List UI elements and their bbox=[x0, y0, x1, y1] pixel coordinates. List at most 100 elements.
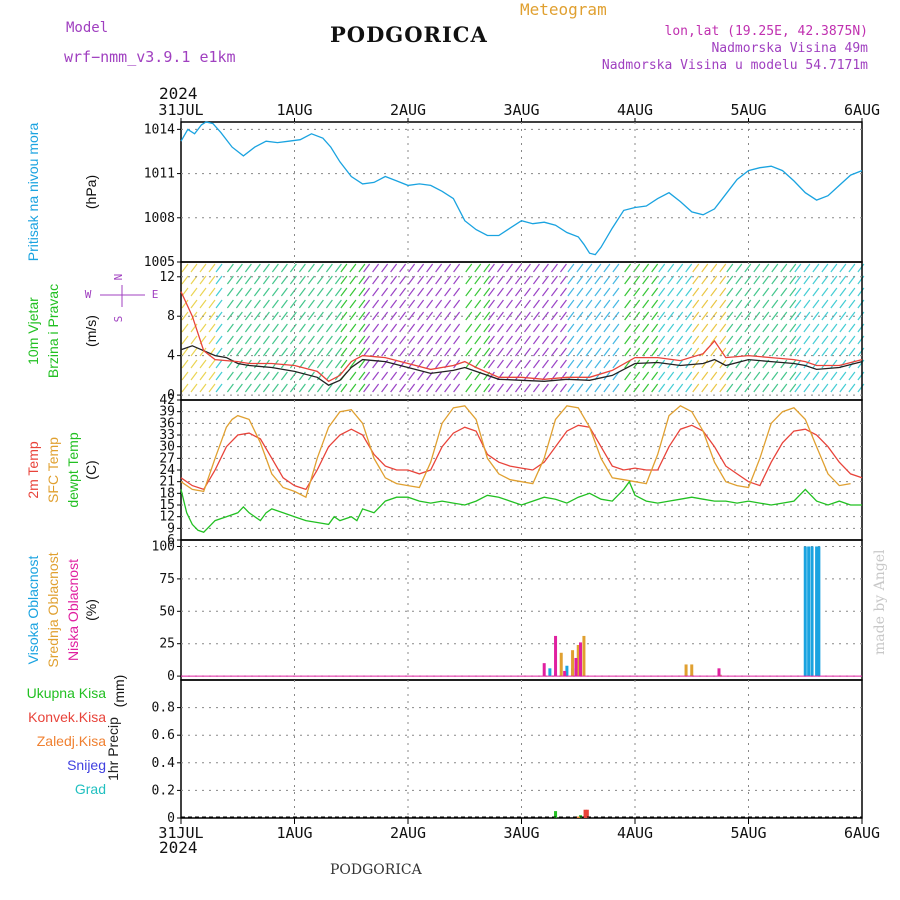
wind-arrow bbox=[550, 311, 558, 321]
wind-arrow bbox=[426, 287, 434, 297]
wind-arrow bbox=[316, 287, 324, 297]
wind-arrow bbox=[307, 287, 315, 297]
wind-arrow bbox=[483, 335, 491, 345]
wind-arrow bbox=[812, 371, 820, 381]
wind-arrow bbox=[762, 323, 770, 333]
wind-arrow bbox=[399, 299, 407, 309]
y-axis-label: 10m Vjetar bbox=[25, 297, 41, 365]
wind-arrow bbox=[340, 359, 348, 369]
wind-arrow bbox=[830, 299, 838, 309]
wind-arrow bbox=[262, 335, 270, 345]
wind-arrow bbox=[235, 335, 243, 345]
wind-arrow bbox=[780, 287, 788, 297]
wind-arrow bbox=[390, 311, 398, 321]
wind-arrow bbox=[271, 323, 279, 333]
wind-arrow bbox=[559, 299, 567, 309]
wind-arrow bbox=[349, 359, 357, 369]
wind-arrow bbox=[381, 287, 389, 297]
wind-arrow bbox=[794, 275, 802, 285]
wind-arrow bbox=[559, 347, 567, 357]
wind-arrow bbox=[435, 335, 443, 345]
wind-arrow bbox=[541, 275, 549, 285]
wind-arrow bbox=[651, 347, 659, 357]
wind-arrow bbox=[642, 263, 650, 273]
wind-arrow bbox=[762, 371, 770, 381]
wind-arrow bbox=[633, 383, 641, 393]
wind-arrow bbox=[325, 275, 333, 285]
wind-arrow bbox=[453, 275, 461, 285]
x-tick-label-bottom: 1AUG bbox=[276, 824, 312, 842]
wind-arrow bbox=[771, 347, 779, 357]
y-tick-label: 12 bbox=[159, 270, 175, 285]
wind-arrow bbox=[857, 335, 865, 345]
wind-arrow bbox=[226, 383, 234, 393]
wind-arrow bbox=[417, 323, 425, 333]
wind-arrow bbox=[567, 287, 575, 297]
wind-arrow bbox=[762, 335, 770, 345]
wind-arrow bbox=[523, 311, 531, 321]
wind-arrow bbox=[642, 275, 650, 285]
wind-arrow bbox=[744, 335, 752, 345]
wind-arrow bbox=[830, 383, 838, 393]
wind-arrow bbox=[453, 335, 461, 345]
wind-arrow bbox=[399, 383, 407, 393]
wind-arrow bbox=[505, 287, 513, 297]
wind-arrow bbox=[215, 311, 223, 321]
wind-arrow bbox=[487, 299, 495, 309]
y-tick-label: 50 bbox=[159, 604, 175, 619]
wind-arrow bbox=[771, 263, 779, 273]
y-axis-label: Niska Oblacnost bbox=[65, 559, 81, 661]
x-tick-label-bottom: 31JUL bbox=[158, 824, 203, 842]
wind-arrow bbox=[390, 263, 398, 273]
wind-arrow bbox=[244, 275, 252, 285]
y-tick-label: 0 bbox=[167, 811, 175, 826]
wind-arrow bbox=[496, 263, 504, 273]
wind-arrow bbox=[244, 287, 252, 297]
wind-arrow bbox=[514, 371, 522, 381]
wind-arrow bbox=[199, 275, 207, 285]
wind-arrow bbox=[363, 359, 371, 369]
wind-arrow bbox=[550, 263, 558, 273]
wind-arrow bbox=[821, 347, 829, 357]
wind-arrow bbox=[821, 287, 829, 297]
wind-arrow bbox=[532, 311, 540, 321]
wind-arrow bbox=[253, 263, 261, 273]
wind-arrow bbox=[208, 263, 216, 273]
wind-arrow bbox=[559, 371, 567, 381]
wind-arrow bbox=[435, 311, 443, 321]
wind-arrow bbox=[692, 263, 700, 273]
series-line-pressure bbox=[180, 121, 863, 256]
compass-east: E bbox=[152, 288, 159, 301]
bar-cloud_low bbox=[574, 657, 578, 677]
wind-arrow bbox=[624, 299, 632, 309]
wind-arrow bbox=[780, 359, 788, 369]
wind-arrow bbox=[753, 335, 761, 345]
x-tick-label-top: 3AUG bbox=[503, 101, 539, 119]
wind-arrow bbox=[417, 263, 425, 273]
wind-arrow bbox=[651, 311, 659, 321]
wind-arrow bbox=[496, 311, 504, 321]
wind-arrow bbox=[408, 275, 416, 285]
wind-arrow bbox=[789, 275, 797, 285]
wind-arrow bbox=[603, 311, 611, 321]
series-line-wind_speed bbox=[180, 345, 863, 386]
wind-arrow bbox=[771, 287, 779, 297]
wind-arrow bbox=[803, 383, 811, 393]
wind-arrow bbox=[692, 323, 700, 333]
wind-arrow bbox=[523, 347, 531, 357]
wind-arrow bbox=[465, 275, 473, 285]
wind-arrow bbox=[417, 299, 425, 309]
wind-arrow bbox=[701, 383, 709, 393]
wind-barb-band bbox=[692, 263, 727, 393]
wind-arrow bbox=[532, 299, 540, 309]
wind-arrow bbox=[830, 347, 838, 357]
wind-arrow bbox=[585, 359, 593, 369]
wind-arrow bbox=[426, 275, 434, 285]
wind-arrow bbox=[559, 323, 567, 333]
wind-arrow bbox=[487, 263, 495, 273]
wind-arrow bbox=[483, 275, 491, 285]
wind-arrow bbox=[567, 275, 575, 285]
wind-arrow bbox=[651, 287, 659, 297]
y-axis-label: Visoka Oblacnost bbox=[25, 556, 41, 665]
y-tick-label: 0.4 bbox=[152, 756, 176, 771]
